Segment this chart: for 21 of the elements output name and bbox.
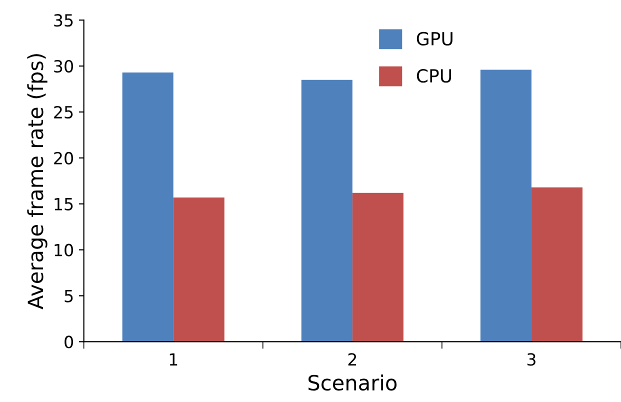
y-tick-label: 25 (54, 106, 73, 119)
x-tick-label: 2 (348, 353, 356, 366)
y-tick-label: 30 (54, 60, 74, 73)
bar (122, 72, 174, 342)
legend-label: CPU (416, 69, 452, 83)
bar (352, 192, 404, 342)
x-axis-title: Scenario (308, 374, 397, 391)
y-tick-label: 5 (64, 290, 73, 302)
y-axis-title: Average frame rate (fps) (27, 54, 48, 310)
x-tick-label: 3 (527, 353, 536, 366)
bar (301, 80, 352, 342)
legend-label: GPU (416, 32, 452, 46)
y-tick-label: 10 (54, 244, 74, 256)
y-tick-label: 35 (54, 14, 73, 27)
bar (480, 70, 532, 342)
y-tick-label: 15 (54, 198, 73, 210)
y-tick-label: 0 (64, 336, 74, 348)
bar (531, 187, 583, 342)
x-tick-label: 1 (170, 353, 178, 366)
bar (173, 197, 224, 342)
y-tick-label: 20 (54, 152, 74, 164)
